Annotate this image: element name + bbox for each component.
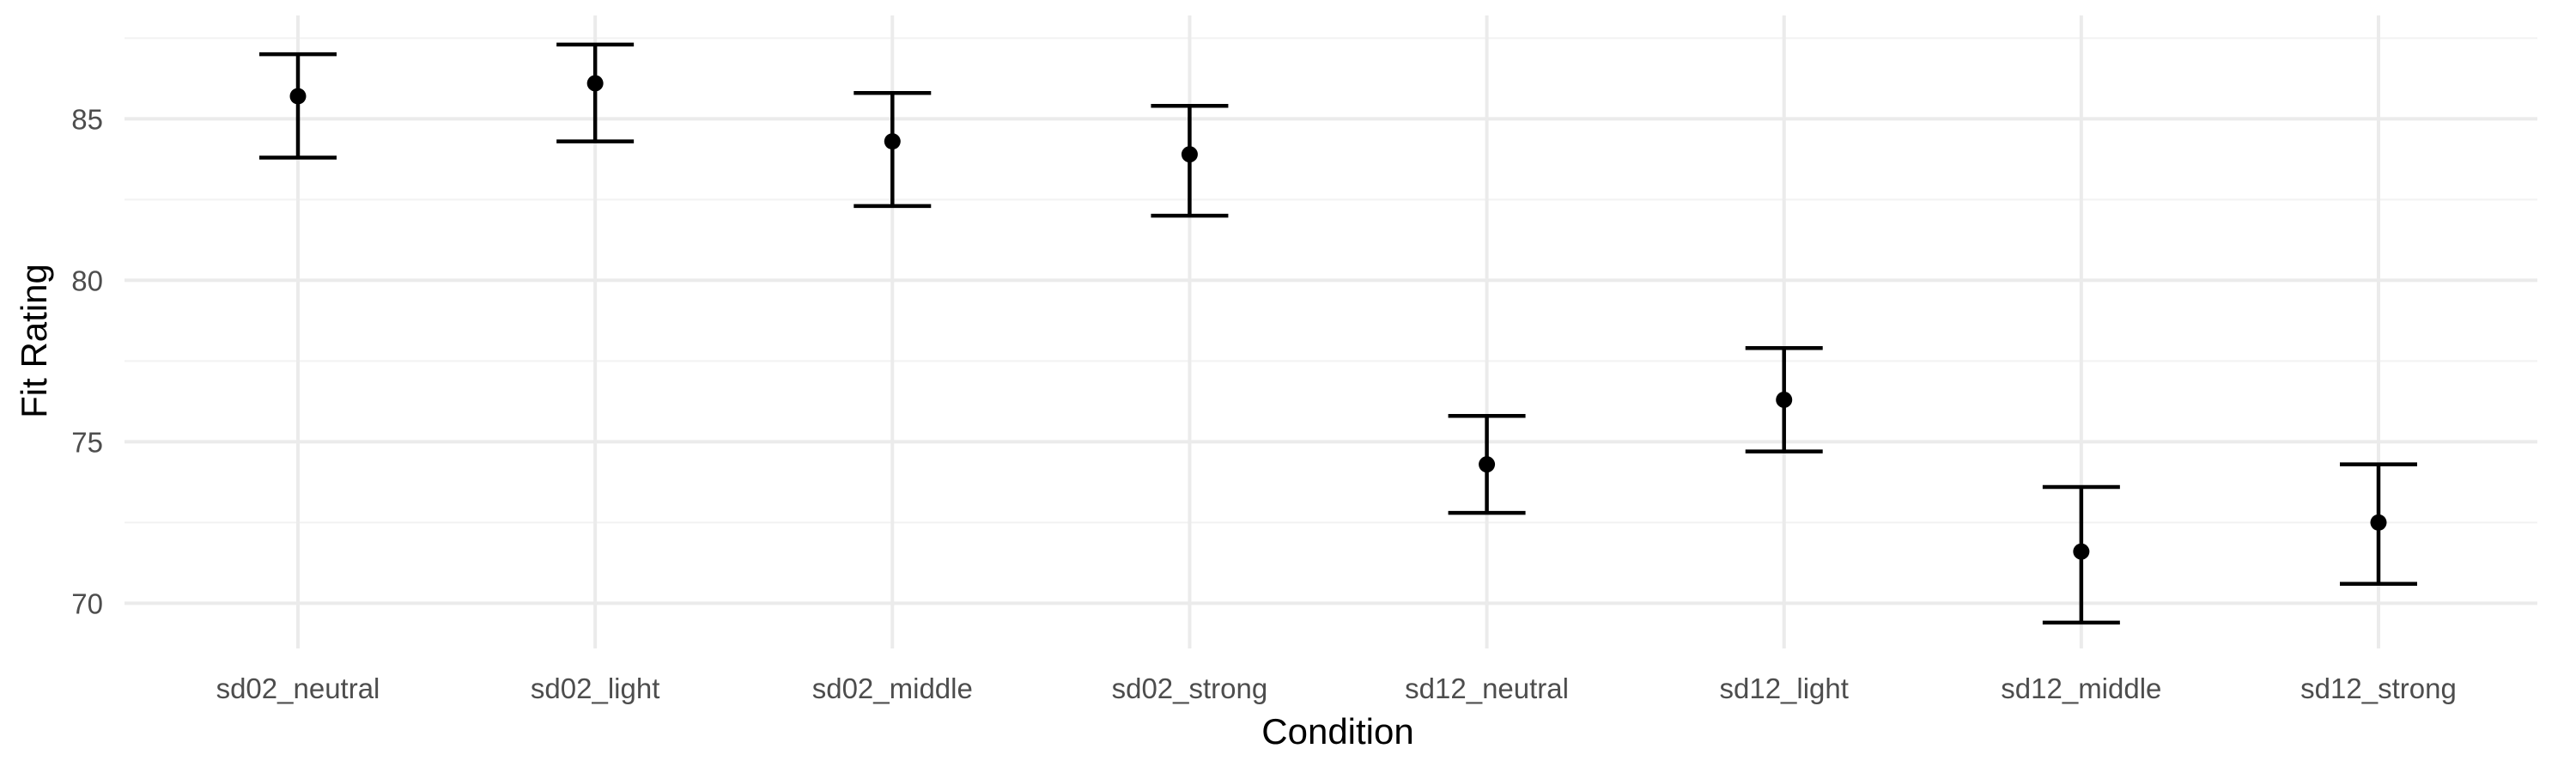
x-tick-label: sd02_light (531, 673, 659, 704)
x-tick-label: sd12_strong (2300, 673, 2457, 704)
x-tick-label: sd12_middle (2001, 673, 2161, 704)
x-tick-labels: sd02_neutral sd02_light sd02_middle sd02_st… (216, 673, 2457, 704)
data-point (2370, 514, 2387, 531)
x-tick-label: sd12_neutral (1405, 673, 1569, 704)
y-tick-labels: 70 75 80 85 (71, 103, 103, 619)
data-point (289, 88, 307, 105)
data-series (259, 42, 2417, 625)
data-point (1479, 456, 1496, 473)
y-tick-label: 85 (71, 103, 103, 135)
data-point (884, 133, 901, 150)
y-tick-label: 80 (71, 265, 103, 296)
y-tick-label: 70 (71, 587, 103, 619)
data-point (586, 75, 604, 92)
x-tick-label: sd02_strong (1112, 673, 1268, 704)
x-tick-label: sd02_middle (812, 673, 973, 704)
data-point (1181, 146, 1198, 163)
x-axis-title: Condition (1261, 711, 1413, 752)
x-tick-label: sd02_neutral (216, 673, 380, 704)
data-point (2073, 543, 2090, 560)
data-point (1776, 391, 1793, 408)
y-axis-title: Fit Rating (14, 264, 54, 418)
y-tick-label: 75 (71, 426, 103, 458)
x-tick-label: sd12_light (1719, 673, 1848, 704)
grid-layer (125, 15, 2537, 648)
